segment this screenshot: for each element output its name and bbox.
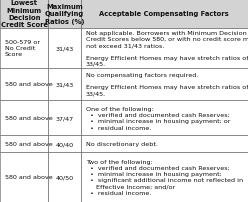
Bar [81,152,248,202]
Bar [48,152,81,202]
Text: One of the following:
  •  verified and documented cash Reserves;
  •  minimal i: One of the following: • verified and doc… [86,106,230,130]
Bar [81,136,248,152]
Text: Two of the following:
  •  verified and documented cash Reserves;
  •  minimal i: Two of the following: • verified and doc… [86,159,243,195]
Bar [48,68,81,100]
Text: No discretionary debt.: No discretionary debt. [86,141,157,146]
Bar [0,136,48,152]
Bar [0,0,48,28]
Bar [48,0,81,28]
Text: Acceptable Compensating Factors: Acceptable Compensating Factors [99,11,229,17]
Bar [81,0,248,28]
Text: 40/50: 40/50 [55,174,74,179]
Bar [0,152,48,202]
Bar [48,28,81,68]
Text: 580 and above: 580 and above [5,82,53,87]
Text: 580 and above: 580 and above [5,141,53,146]
Text: Not applicable. Borrowers with Minimum Decision
Credit Scores below 580, or with: Not applicable. Borrowers with Minimum D… [86,31,248,66]
Bar [48,100,81,136]
Bar [81,28,248,68]
Bar [0,100,48,136]
Text: 37/47: 37/47 [55,116,74,121]
Text: Maximum
Qualifying
Ratios (%): Maximum Qualifying Ratios (%) [45,4,84,24]
Text: 580 and above: 580 and above [5,116,53,121]
Bar [0,68,48,100]
Bar [81,100,248,136]
Text: 40/40: 40/40 [55,141,74,146]
Text: 31/43: 31/43 [55,82,74,87]
Text: Lowest
Minimum
Decision
Credit Score: Lowest Minimum Decision Credit Score [1,0,48,28]
Bar [81,68,248,100]
Text: No compensating factors required.

Energy Efficient Homes may have stretch ratio: No compensating factors required. Energy… [86,73,248,96]
Bar [0,28,48,68]
Bar [48,136,81,152]
Text: 31/43: 31/43 [55,46,74,51]
Text: 580 and above: 580 and above [5,174,53,179]
Text: 500-579 or
No Credit
Score: 500-579 or No Credit Score [5,40,40,57]
